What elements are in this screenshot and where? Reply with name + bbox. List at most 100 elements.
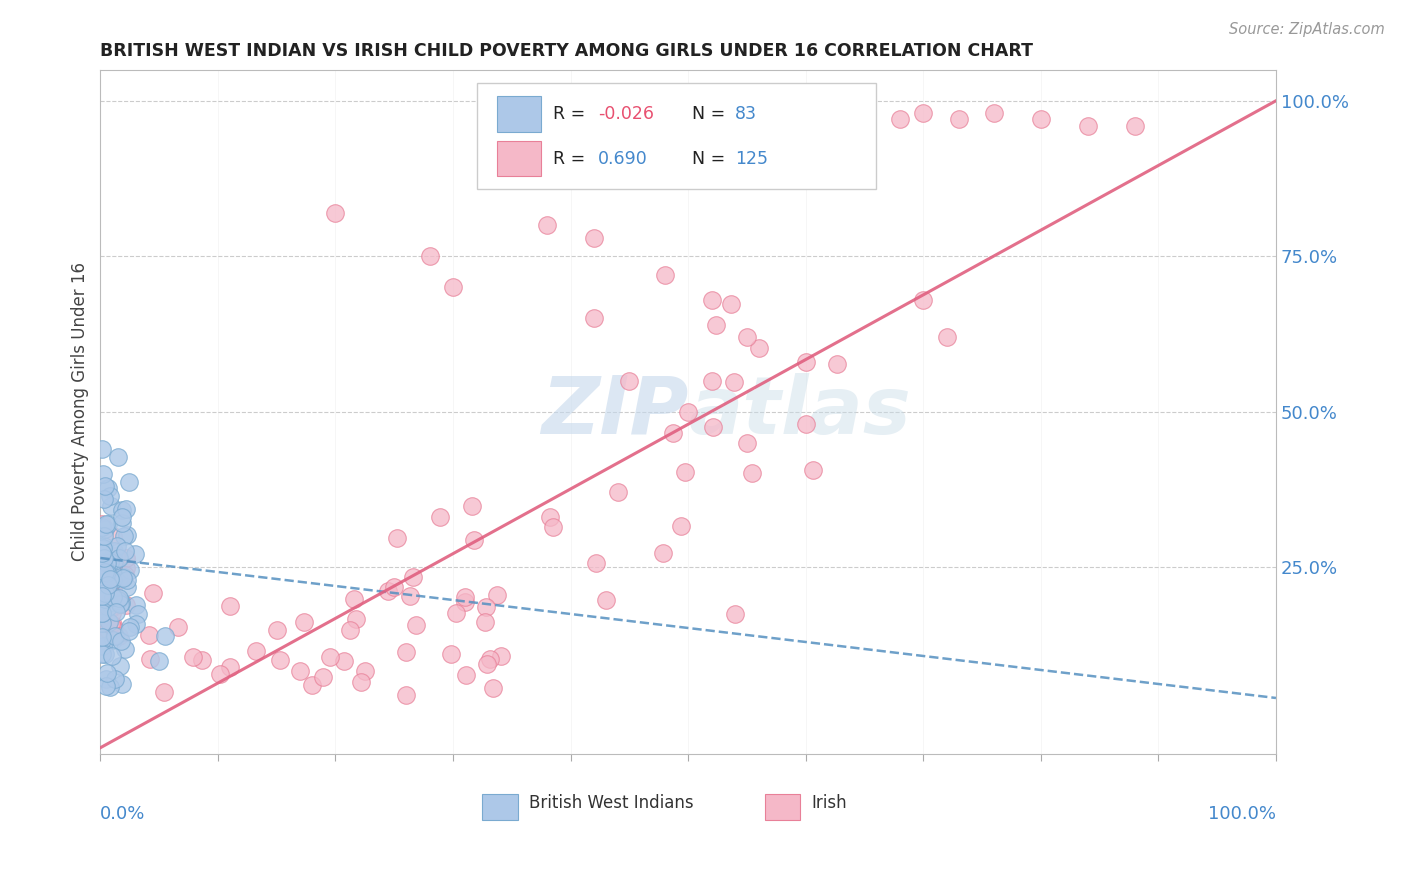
Point: [794, 417, 817, 432]
Point: [491, 649, 513, 664]
Point: [673, 465, 696, 479]
Text: N =: N =: [692, 105, 731, 123]
Point: [93, 522, 115, 536]
Point: [94, 565, 117, 579]
Point: [100, 587, 122, 601]
Point: [101, 582, 124, 596]
Point: [115, 561, 138, 575]
Point: [741, 467, 763, 481]
Point: [583, 230, 606, 244]
Point: [103, 554, 125, 568]
Point: [676, 405, 699, 419]
Point: [91, 640, 114, 654]
Point: [107, 450, 129, 464]
Point: [96, 566, 118, 581]
Point: [90, 520, 112, 534]
Point: [110, 633, 132, 648]
Point: [101, 573, 124, 587]
Point: [101, 618, 124, 632]
Point: [91, 586, 114, 600]
Point: [107, 592, 129, 607]
Point: [288, 664, 311, 678]
Point: [485, 588, 508, 602]
Point: [585, 556, 607, 570]
Point: [384, 580, 406, 594]
Point: [292, 615, 315, 629]
Point: [475, 600, 498, 615]
Point: [475, 657, 498, 672]
Point: [148, 654, 170, 668]
Point: [1123, 119, 1146, 133]
Point: [124, 547, 146, 561]
Point: [96, 579, 118, 593]
Text: 125: 125: [735, 150, 768, 168]
Point: [319, 650, 342, 665]
Point: [103, 599, 125, 614]
Point: [671, 518, 693, 533]
Point: [153, 629, 176, 643]
Point: [700, 293, 723, 307]
Point: [402, 570, 425, 584]
Point: [117, 580, 139, 594]
Point: [595, 593, 617, 607]
Point: [108, 571, 131, 585]
Y-axis label: Child Poverty Among Girls Under 16: Child Poverty Among Girls Under 16: [72, 262, 89, 561]
Bar: [496, 141, 541, 177]
Point: [111, 510, 134, 524]
Point: [101, 633, 124, 648]
FancyBboxPatch shape: [477, 83, 876, 189]
Point: [98, 572, 121, 586]
Point: [704, 318, 727, 332]
Text: 0.0%: 0.0%: [100, 805, 146, 823]
Text: 100.0%: 100.0%: [1208, 805, 1277, 823]
Point: [125, 598, 148, 612]
Point: [114, 551, 136, 566]
Point: [474, 615, 496, 630]
Point: [311, 669, 333, 683]
Point: [114, 642, 136, 657]
Point: [97, 578, 120, 592]
Point: [395, 645, 418, 659]
Point: [93, 529, 115, 543]
Point: [90, 607, 112, 621]
Point: [110, 659, 132, 673]
Point: [120, 620, 142, 634]
Point: [97, 596, 120, 610]
Point: [104, 561, 127, 575]
Point: [1077, 119, 1099, 133]
Point: [98, 572, 121, 586]
Text: R =: R =: [553, 150, 591, 168]
Point: [100, 565, 122, 579]
Point: [114, 567, 136, 582]
Point: [153, 685, 176, 699]
Point: [103, 623, 125, 637]
Point: [912, 106, 935, 120]
Point: [97, 602, 120, 616]
Point: [104, 673, 127, 687]
Text: 0.690: 0.690: [598, 150, 647, 168]
Point: [93, 551, 115, 566]
Point: [90, 589, 112, 603]
Point: [103, 590, 125, 604]
Bar: [765, 795, 800, 821]
Point: [538, 509, 561, 524]
Point: [108, 591, 131, 605]
Point: [108, 629, 131, 643]
Point: [801, 463, 824, 477]
Text: BRITISH WEST INDIAN VS IRISH CHILD POVERTY AMONG GIRLS UNDER 16 CORRELATION CHAR: BRITISH WEST INDIAN VS IRISH CHILD POVER…: [100, 42, 1033, 60]
Point: [100, 617, 122, 632]
Point: [454, 595, 477, 609]
Point: [482, 681, 505, 695]
Point: [97, 577, 120, 591]
Point: [90, 570, 112, 584]
Point: [105, 539, 128, 553]
Point: [100, 499, 122, 513]
Point: [720, 297, 742, 311]
Point: [536, 218, 558, 232]
Text: -0.026: -0.026: [598, 105, 654, 123]
Bar: [496, 96, 541, 132]
Point: [94, 592, 117, 607]
Point: [735, 330, 758, 344]
Point: [441, 280, 464, 294]
Point: [96, 679, 118, 693]
